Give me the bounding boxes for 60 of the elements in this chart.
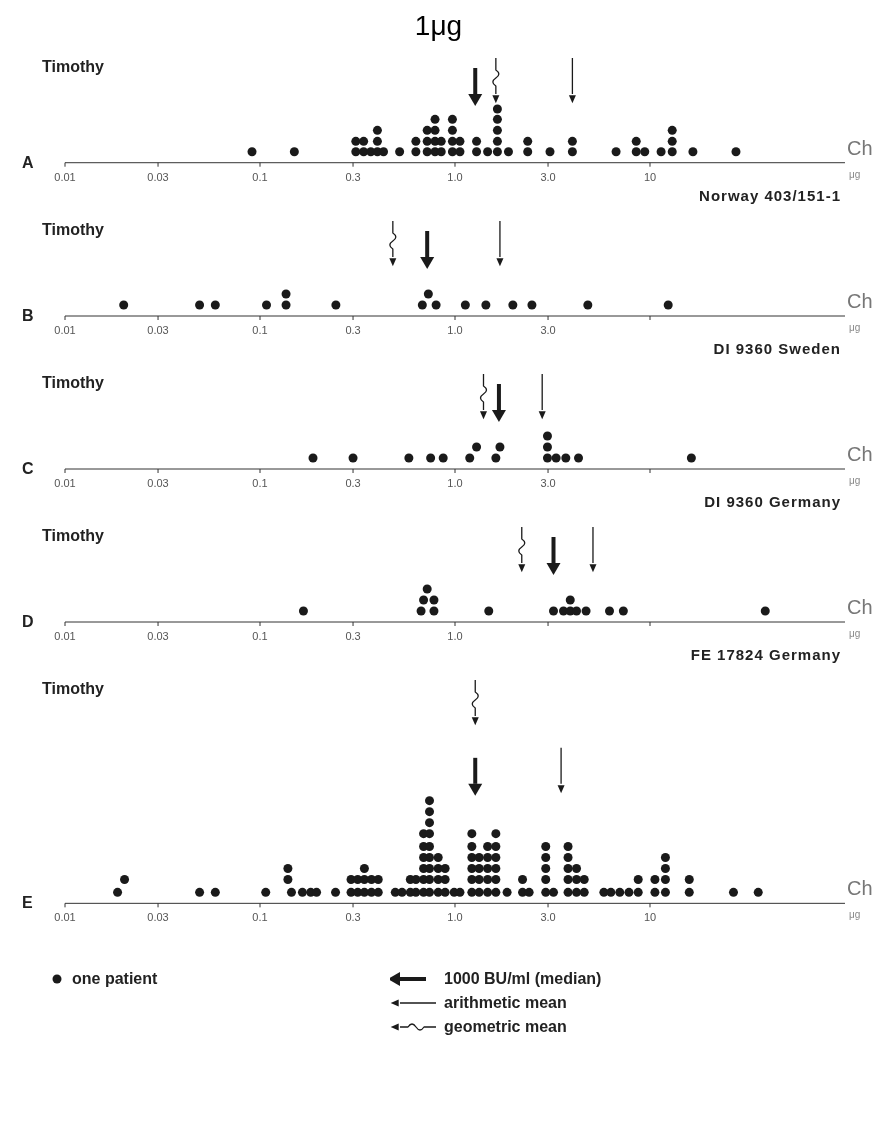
x-tick-label: 0.1 (252, 911, 268, 924)
x-tick-label: 0.3 (345, 629, 361, 642)
x-tick-label: 0.3 (345, 170, 361, 183)
x-axis-title: μg (849, 168, 861, 180)
x-tick-label: 1.0 (447, 911, 463, 924)
chart-title: Timothy (42, 679, 104, 698)
text: Ch (847, 442, 873, 466)
x-tick-label: 0.01 (54, 629, 76, 642)
legend-label: one patient (72, 970, 158, 989)
x-tick-label: 0.03 (147, 629, 169, 642)
x-tick-label: 0.03 (147, 476, 169, 489)
text: C (22, 459, 34, 478)
x-tick-label: 3.0 (540, 170, 556, 183)
x-axis-title: μg (849, 474, 861, 486)
text: Ch (847, 877, 873, 901)
x-tick-label: 0.1 (252, 323, 268, 336)
chart-title: Timothy (42, 373, 104, 392)
text: DI 9360 Germany (704, 492, 841, 510)
x-axis-title: μg (849, 909, 861, 921)
x-tick-label: 1.0 (447, 323, 463, 336)
x-tick-label: 1.0 (447, 476, 463, 489)
x-tick-label: 3.0 (540, 323, 556, 336)
text: Norway 403/151-1 (699, 186, 841, 204)
x-tick-label: 0.1 (252, 476, 268, 489)
x-tick-label: 0.01 (54, 476, 76, 489)
x-tick-label: 0.01 (54, 170, 76, 183)
legend-label: geometric mean (444, 1018, 567, 1037)
text: Ch (847, 289, 873, 313)
x-tick-label: 0.1 (252, 629, 268, 642)
x-axis-title: μg (849, 627, 861, 639)
text: D (22, 612, 34, 631)
x-tick-label: 10 (643, 170, 657, 183)
text: E (22, 894, 33, 913)
x-axis-title: μg (849, 321, 861, 333)
text: DI 9360 Sweden (713, 339, 841, 357)
text: 1μg (414, 10, 463, 41)
x-tick-label: 0.01 (54, 323, 76, 336)
x-tick-label: 0.03 (147, 911, 169, 924)
x-tick-label: 3.0 (540, 911, 556, 924)
x-tick-label: 3.0 (540, 476, 556, 489)
x-tick-label: 0.3 (345, 323, 361, 336)
x-tick-label: 0.01 (54, 911, 76, 924)
x-tick-label: 1.0 (447, 170, 463, 183)
text: Ch (847, 595, 873, 619)
x-tick-label: 0.3 (345, 476, 361, 489)
x-tick-label: 0.03 (147, 170, 169, 183)
text: Ch (847, 136, 873, 160)
chart-title: Timothy (42, 526, 104, 545)
text: A (22, 153, 34, 172)
chart-title: Timothy (42, 220, 104, 239)
legend-label: 1000 BU/ml (median) (444, 970, 602, 989)
x-tick-label: 0.03 (147, 323, 169, 336)
text: FE 17824 Germany (690, 645, 841, 663)
x-tick-label: 0.1 (252, 170, 268, 183)
x-tick-label: 10 (643, 911, 657, 924)
legend-label: arithmetic mean (444, 994, 567, 1013)
x-tick-label: 1.0 (447, 629, 463, 642)
chart-title: Timothy (42, 58, 104, 76)
text: B (22, 306, 34, 325)
x-tick-label: 0.3 (345, 911, 361, 924)
